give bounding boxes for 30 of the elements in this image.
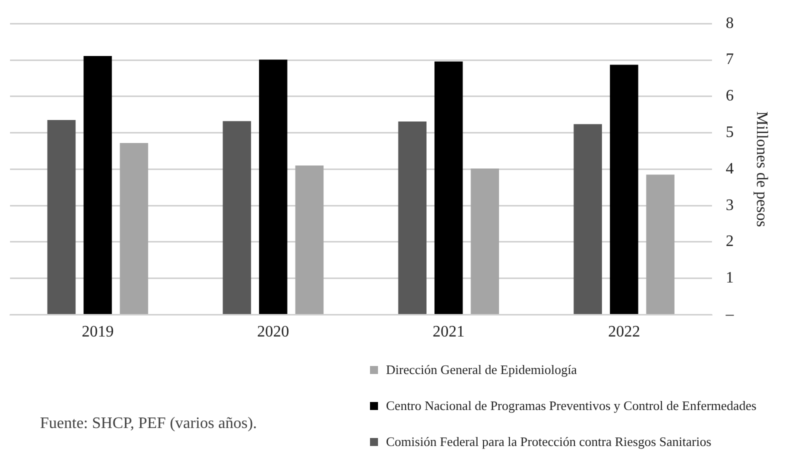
x-tick-label: 2022	[608, 324, 640, 341]
y-tick-label: 8	[726, 14, 734, 32]
y-tick-label: 4	[726, 160, 734, 178]
legend-label: Centro Nacional de Programas Preventivos y Control de Enfermedades	[386, 398, 756, 414]
y-tick-label: –	[724, 306, 735, 324]
y-tick-label: 1	[726, 270, 734, 287]
y-tick-label: 2	[726, 233, 734, 250]
y-tick-label: 3	[726, 196, 734, 214]
bar	[574, 124, 602, 314]
bar	[646, 174, 674, 314]
bar	[84, 56, 112, 314]
bar	[120, 142, 148, 314]
y-tick-label: 6	[726, 88, 734, 105]
bar	[398, 122, 427, 314]
bar	[470, 168, 500, 314]
bar	[434, 61, 463, 314]
x-tick-label: 2020	[257, 324, 290, 341]
y-tick-label: 5	[726, 124, 734, 142]
bar	[47, 120, 76, 314]
source-note: Fuente: SHCP, PEF (varios años).	[40, 415, 258, 433]
bar	[295, 166, 324, 314]
y-tick-label: 7	[726, 51, 734, 68]
x-tick-label: 2019	[82, 324, 114, 341]
bar	[222, 121, 252, 314]
x-tick-label: 2021	[432, 324, 465, 341]
bar	[259, 60, 288, 314]
legend-label: Dirección General de Epidemiología	[386, 362, 577, 378]
legend-label: Comisión Federal para la Protección contra Riesgos Sanitarios	[386, 434, 712, 450]
y-axis-title: Millones de pesos	[753, 111, 770, 227]
bar	[610, 64, 638, 314]
